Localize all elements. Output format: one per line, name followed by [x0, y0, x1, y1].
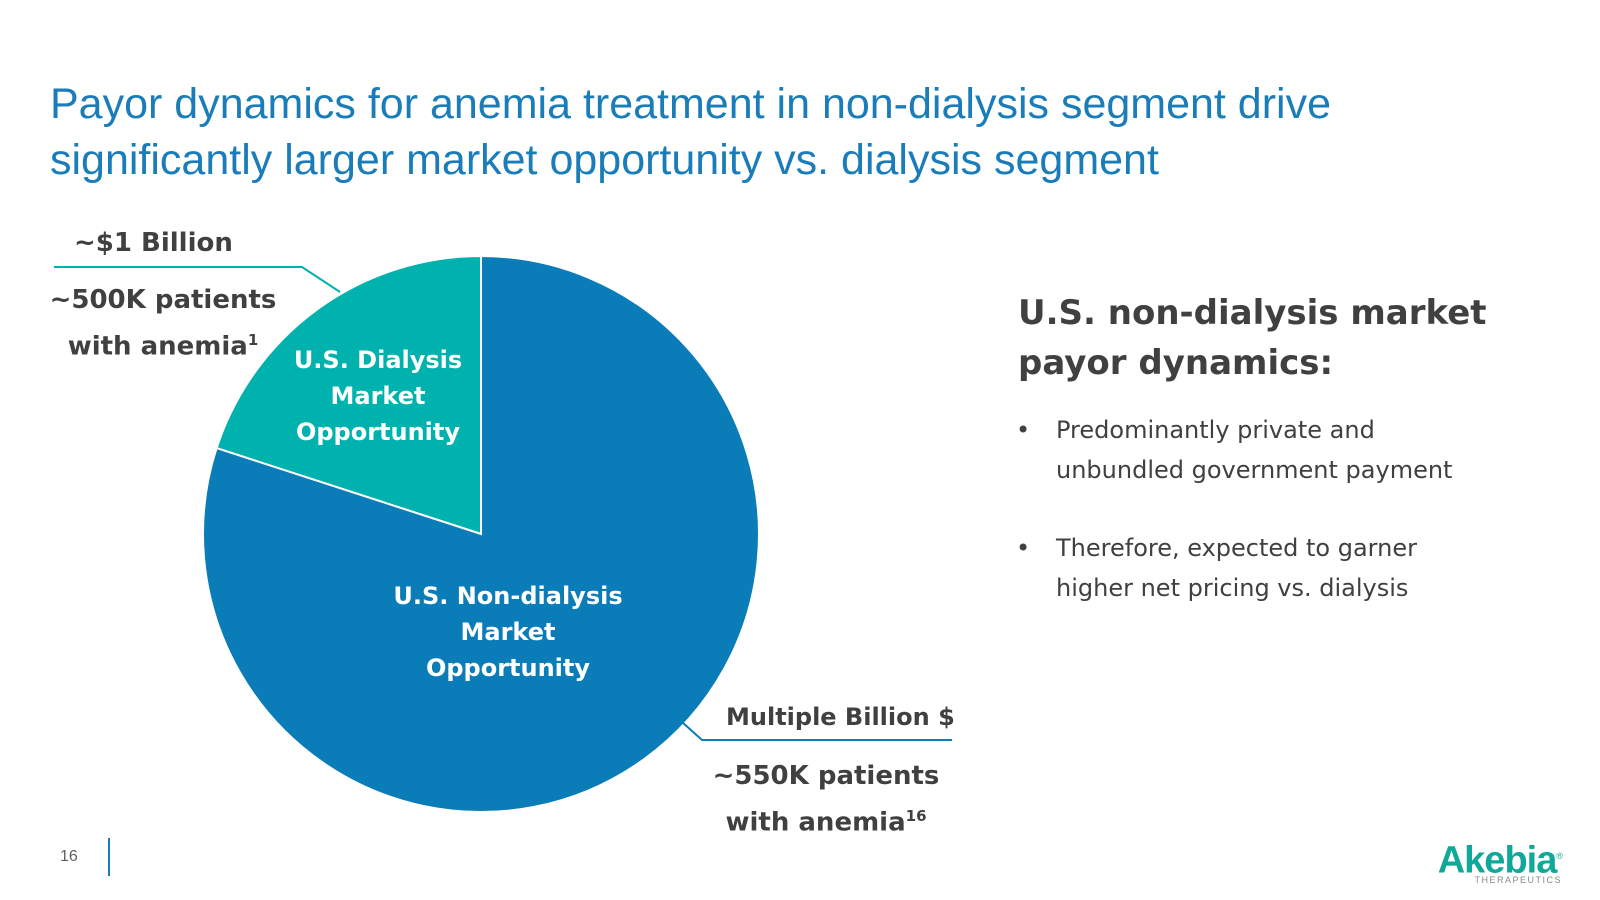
logo-subtitle: THERAPEUTICS — [1474, 875, 1562, 885]
nondialysis-patients-label: ~550K patients with anemia16 — [712, 761, 940, 838]
list-item: • Therefore, expected to garner higher ne… — [1016, 528, 1476, 608]
bullet-icon: • — [1016, 416, 1031, 444]
dialysis-leader-line — [54, 266, 341, 293]
list-item: • Predominantly private and unbundled gov… — [1016, 410, 1476, 490]
dialysis-value-label: ~$1 Billion — [74, 228, 233, 258]
title-line-1: Payor dynamics for anemia treatment in n… — [50, 80, 1332, 128]
title-line-2: significantly larger market opportunity … — [50, 136, 1159, 184]
bullet-icon: • — [1016, 534, 1031, 562]
payor-dynamics-list: • Predominantly private and unbundled gov… — [1016, 410, 1476, 646]
page-number: 16 — [60, 848, 78, 865]
nondialysis-value-label: Multiple Billion $ — [726, 703, 955, 731]
nondialysis-slice-label: U.S. Non-dialysis Market Opportunity — [393, 582, 623, 682]
registered-mark: ® — [1556, 851, 1563, 861]
dialysis-slice-label: U.S. Dialysis Market Opportunity — [293, 346, 463, 446]
nondialysis-slice — [202, 254, 760, 813]
dialysis-patients-label: ~500K patients with anemia1 — [49, 285, 277, 362]
footnote-16: 16 — [905, 807, 927, 825]
footer-divider — [108, 838, 110, 876]
slide-title: Payor dynamics for anemia treatment in n… — [50, 76, 1530, 188]
footnote-1: 1 — [247, 331, 259, 349]
nondialysis-leader-line — [681, 721, 952, 741]
akebia-logo: Akebia® THERAPEUTICS — [1432, 836, 1572, 886]
payor-dynamics-heading: U.S. non-dialysis market payor dynamics: — [1018, 293, 1487, 383]
dialysis-slice — [215, 254, 482, 536]
logo-wordmark: Akebia — [1437, 839, 1558, 882]
